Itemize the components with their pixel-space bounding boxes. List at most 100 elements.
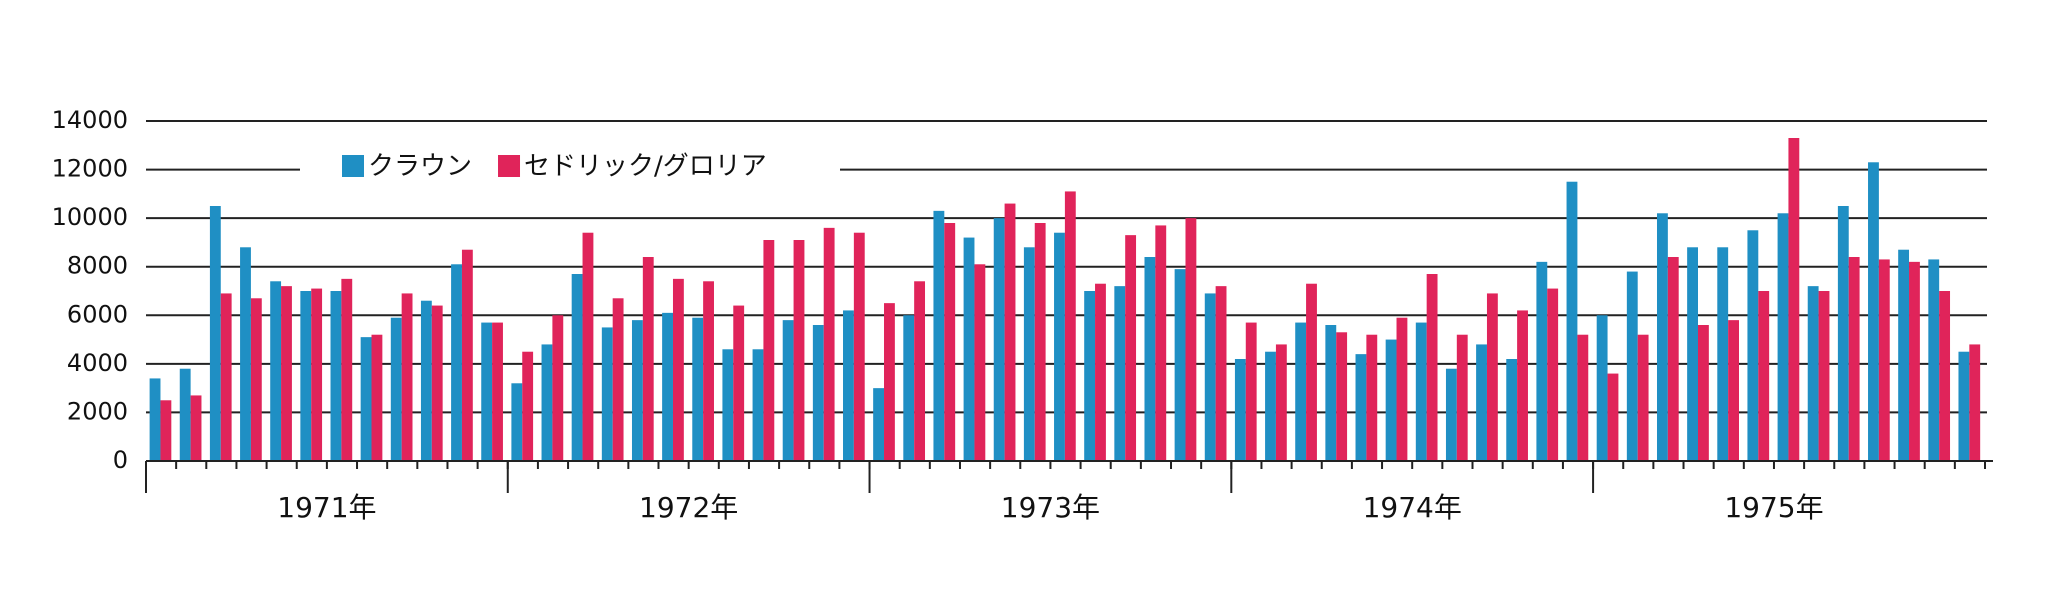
- bar: [1958, 351, 1970, 461]
- bar: [1456, 334, 1468, 461]
- bar: [149, 378, 161, 461]
- bar: [1325, 325, 1337, 461]
- bar: [1898, 249, 1910, 461]
- bar: [1114, 286, 1126, 461]
- bar: [552, 315, 564, 461]
- bar: [1868, 162, 1879, 462]
- bar: [541, 344, 553, 461]
- y-tick-label: 12000: [52, 155, 128, 183]
- bar: [270, 281, 282, 461]
- bar: [631, 320, 643, 461]
- bar: [974, 264, 986, 461]
- bar: [1295, 322, 1307, 461]
- bar: [1928, 259, 1940, 461]
- bar: [330, 291, 342, 461]
- legend-swatch: [342, 155, 364, 177]
- y-tick-label: 2000: [67, 397, 128, 425]
- bar: [1034, 223, 1046, 461]
- bar: [843, 310, 854, 461]
- bar: [300, 291, 312, 461]
- bar: [1547, 288, 1559, 461]
- bar: [752, 349, 764, 461]
- bar: [1517, 310, 1528, 461]
- bar: [1385, 339, 1397, 461]
- bar: [1234, 359, 1246, 461]
- bar: [1656, 213, 1668, 461]
- bar: [963, 237, 975, 461]
- bar: [160, 400, 172, 461]
- bar: [1023, 247, 1035, 461]
- legend-label: クラウン: [368, 152, 472, 182]
- bar: [612, 298, 624, 461]
- bar: [692, 317, 704, 461]
- bar: [1687, 247, 1698, 461]
- year-label: 1971年: [277, 491, 376, 524]
- bar: [1697, 325, 1709, 461]
- bar: [1728, 320, 1739, 461]
- bar: [1355, 354, 1367, 461]
- bar: [903, 315, 915, 461]
- bar: [1818, 291, 1830, 461]
- bar: [672, 278, 684, 461]
- bar: [1939, 291, 1951, 461]
- bar: [1837, 206, 1849, 461]
- bar: [461, 249, 473, 461]
- year-label: 1972年: [639, 491, 738, 524]
- bar: [793, 240, 805, 461]
- bar: [914, 281, 926, 461]
- bar: [1265, 351, 1276, 461]
- bar: [431, 305, 443, 461]
- bar: [390, 317, 402, 461]
- bar: [311, 288, 323, 461]
- bar: [1275, 344, 1287, 461]
- bar: [933, 210, 945, 461]
- year-label: 1975年: [1724, 491, 1823, 524]
- y-tick-label: 10000: [52, 203, 128, 231]
- bar: [1807, 286, 1819, 461]
- bar: [1758, 291, 1770, 461]
- bar: [1064, 191, 1076, 461]
- legend-bg: [300, 146, 840, 186]
- bar: [722, 349, 734, 461]
- bar: [522, 351, 534, 461]
- bar: [582, 232, 594, 461]
- bar: [1215, 286, 1227, 461]
- bar: [1204, 293, 1216, 461]
- bar: [1245, 322, 1257, 461]
- y-tick-label: 6000: [67, 300, 128, 328]
- bar: [873, 388, 885, 461]
- bar: [1396, 317, 1408, 461]
- bar: [1566, 181, 1578, 461]
- bar: [763, 240, 775, 461]
- bar: [944, 223, 956, 461]
- bar: [1626, 271, 1638, 461]
- bar: [220, 293, 232, 461]
- bar: [240, 247, 251, 461]
- y-tick-label: 8000: [67, 252, 128, 280]
- bar: [1306, 283, 1317, 461]
- bar: [1336, 332, 1348, 461]
- bar: [1667, 257, 1679, 461]
- bar: [1125, 235, 1137, 461]
- bar: [1596, 315, 1608, 461]
- bar: [1144, 257, 1156, 461]
- bar: [1426, 274, 1438, 461]
- bar: [190, 395, 202, 461]
- bar: [1878, 259, 1890, 461]
- bar: [481, 322, 493, 461]
- bar: [812, 325, 824, 461]
- bar: [420, 300, 432, 461]
- bar: [1536, 261, 1548, 461]
- bar: [1747, 230, 1759, 461]
- bar: [1607, 373, 1619, 461]
- y-tick-label: 14000: [52, 106, 128, 134]
- bar: [1155, 225, 1167, 461]
- bar: [662, 312, 673, 461]
- bar: [993, 218, 1005, 461]
- bar: [601, 327, 613, 461]
- year-label: 1973年: [1001, 491, 1100, 524]
- bar: [1004, 203, 1016, 462]
- bar: [823, 227, 835, 461]
- bar: [1084, 291, 1096, 461]
